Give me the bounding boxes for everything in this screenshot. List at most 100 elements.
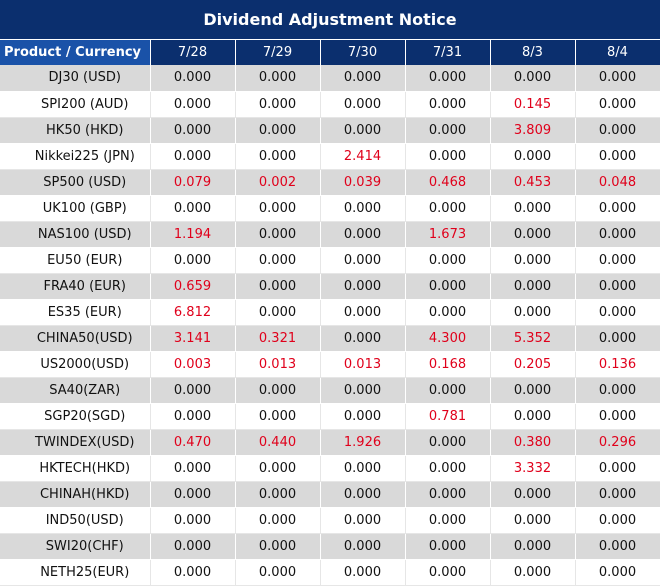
product-name: IND50(USD) bbox=[0, 507, 151, 534]
product-name: CHINAH(HKD) bbox=[0, 481, 151, 508]
dividend-value: 0.000 bbox=[320, 91, 406, 118]
dividend-value: 0.000 bbox=[150, 247, 236, 274]
dividend-value: 0.000 bbox=[405, 247, 491, 274]
dividend-value: 0.003 bbox=[150, 351, 236, 378]
table-row: SP500 (USD) 0.079 0.002 0.039 0.468 0.453 0.04… bbox=[0, 169, 660, 196]
dividend-value: 3.809 bbox=[490, 117, 576, 144]
dividend-value: 0.000 bbox=[235, 559, 321, 586]
dividend-value: 2.414 bbox=[320, 143, 406, 170]
table-row: CHINA50(USD) 3.141 0.321 0.000 4.300 5.352 0.0… bbox=[0, 325, 660, 352]
dividend-value: 0.000 bbox=[575, 143, 660, 170]
dividend-value: 0.000 bbox=[575, 247, 660, 274]
dividend-value: 0.000 bbox=[235, 91, 321, 118]
dividend-value: 0.000 bbox=[320, 65, 406, 92]
product-name: US2000(USD) bbox=[0, 351, 151, 378]
dividend-value: 0.168 bbox=[405, 351, 491, 378]
dividend-value: 0.000 bbox=[235, 143, 321, 170]
dividend-value: 0.013 bbox=[235, 351, 321, 378]
table-row: HKTECH(HKD) 0.000 0.000 0.000 0.000 3.332 0.00… bbox=[0, 455, 660, 482]
product-name: UK100 (GBP) bbox=[0, 195, 151, 222]
dividend-value: 0.205 bbox=[490, 351, 576, 378]
dividend-value: 0.000 bbox=[320, 299, 406, 326]
table-row: SWI20(CHF) 0.000 0.000 0.000 0.000 0.000 0.000 bbox=[0, 533, 660, 560]
table-row: Nikkei225 (JPN) 0.000 0.000 2.414 0.000 0.000… bbox=[0, 143, 660, 170]
dividend-value: 0.000 bbox=[235, 117, 321, 144]
dividend-value: 0.000 bbox=[235, 195, 321, 222]
dividend-value: 0.000 bbox=[405, 299, 491, 326]
product-name: SGP20(SGD) bbox=[0, 403, 151, 430]
product-name: HKTECH(HKD) bbox=[0, 455, 151, 482]
dividend-value: 5.352 bbox=[490, 325, 576, 352]
dividend-table: Product / Currency 7/28 7/29 7/30 7/31 8… bbox=[0, 40, 660, 586]
header-product-currency: Product / Currency bbox=[0, 40, 151, 65]
dividend-value: 0.470 bbox=[150, 429, 236, 456]
dividend-value: 0.000 bbox=[235, 533, 321, 560]
table-row: TWINDEX(USD) 0.470 0.440 1.926 0.000 0.380 0.2… bbox=[0, 429, 660, 456]
dividend-value: 0.000 bbox=[235, 299, 321, 326]
dividend-value: 0.000 bbox=[320, 507, 406, 534]
dividend-value: 0.781 bbox=[405, 403, 491, 430]
product-name: DJ30 (USD) bbox=[0, 65, 151, 92]
dividend-value: 0.000 bbox=[490, 247, 576, 274]
table-row: SA40(ZAR) 0.000 0.000 0.000 0.000 0.000 0.000 bbox=[0, 377, 660, 404]
dividend-value: 0.000 bbox=[575, 559, 660, 586]
dividend-value: 0.000 bbox=[235, 247, 321, 274]
dividend-value: 0.000 bbox=[150, 559, 236, 586]
dividend-value: 0.000 bbox=[235, 273, 321, 300]
dividend-value: 0.000 bbox=[405, 559, 491, 586]
dividend-value: 0.380 bbox=[490, 429, 576, 456]
dividend-value: 0.000 bbox=[320, 117, 406, 144]
dividend-value: 0.000 bbox=[235, 377, 321, 404]
table-row: IND50(USD) 0.000 0.000 0.000 0.000 0.000 0.000 bbox=[0, 507, 660, 534]
dividend-value: 0.000 bbox=[150, 533, 236, 560]
product-name: SWI20(CHF) bbox=[0, 533, 151, 560]
product-name: NETH25(EUR) bbox=[0, 559, 151, 586]
dividend-value: 0.000 bbox=[150, 481, 236, 508]
dividend-value: 0.000 bbox=[150, 117, 236, 144]
dividend-value: 0.000 bbox=[575, 455, 660, 482]
dividend-value: 0.013 bbox=[320, 351, 406, 378]
dividend-value: 0.000 bbox=[320, 455, 406, 482]
dividend-value: 0.000 bbox=[320, 325, 406, 352]
dividend-value: 1.673 bbox=[405, 221, 491, 248]
dividend-value: 0.000 bbox=[575, 533, 660, 560]
dividend-value: 0.000 bbox=[320, 195, 406, 222]
dividend-value: 0.000 bbox=[235, 403, 321, 430]
table-row: ES35 (EUR) 6.812 0.000 0.000 0.000 0.000 0.000 bbox=[0, 299, 660, 326]
table-body: DJ30 (USD) 0.000 0.000 0.000 0.000 0.000 0.000… bbox=[0, 65, 660, 586]
header-date: 7/28 bbox=[150, 40, 236, 65]
dividend-value: 0.000 bbox=[235, 455, 321, 482]
dividend-value: 0.000 bbox=[150, 91, 236, 118]
dividend-value: 0.000 bbox=[575, 403, 660, 430]
header-date: 8/3 bbox=[490, 40, 576, 65]
dividend-value: 0.000 bbox=[150, 143, 236, 170]
dividend-value: 0.000 bbox=[150, 377, 236, 404]
dividend-value: 0.000 bbox=[405, 143, 491, 170]
product-name: SA40(ZAR) bbox=[0, 377, 151, 404]
table-row: FRA40 (EUR) 0.659 0.000 0.000 0.000 0.000 0.00… bbox=[0, 273, 660, 300]
dividend-value: 0.000 bbox=[490, 507, 576, 534]
dividend-value: 0.000 bbox=[150, 507, 236, 534]
dividend-value: 0.000 bbox=[150, 65, 236, 92]
dividend-value: 0.000 bbox=[320, 377, 406, 404]
header-date: 7/29 bbox=[235, 40, 321, 65]
dividend-value: 0.000 bbox=[490, 143, 576, 170]
dividend-value: 0.000 bbox=[490, 65, 576, 92]
dividend-value: 0.000 bbox=[405, 65, 491, 92]
dividend-value: 0.000 bbox=[490, 559, 576, 586]
table-row: UK100 (GBP) 0.000 0.000 0.000 0.000 0.000 0.00… bbox=[0, 195, 660, 222]
dividend-value: 0.000 bbox=[575, 299, 660, 326]
dividend-value: 0.000 bbox=[235, 481, 321, 508]
table-row: NETH25(EUR) 0.000 0.000 0.000 0.000 0.000 0.00… bbox=[0, 559, 660, 586]
product-name: HK50 (HKD) bbox=[0, 117, 151, 144]
dividend-value: 0.321 bbox=[235, 325, 321, 352]
dividend-value: 0.000 bbox=[490, 481, 576, 508]
dividend-value: 0.468 bbox=[405, 169, 491, 196]
dividend-value: 0.000 bbox=[575, 377, 660, 404]
dividend-value: 0.000 bbox=[490, 377, 576, 404]
dividend-value: 0.659 bbox=[150, 273, 236, 300]
dividend-value: 0.000 bbox=[405, 117, 491, 144]
table-row: EU50 (EUR) 0.000 0.000 0.000 0.000 0.000 0.000 bbox=[0, 247, 660, 274]
dividend-value: 1.194 bbox=[150, 221, 236, 248]
